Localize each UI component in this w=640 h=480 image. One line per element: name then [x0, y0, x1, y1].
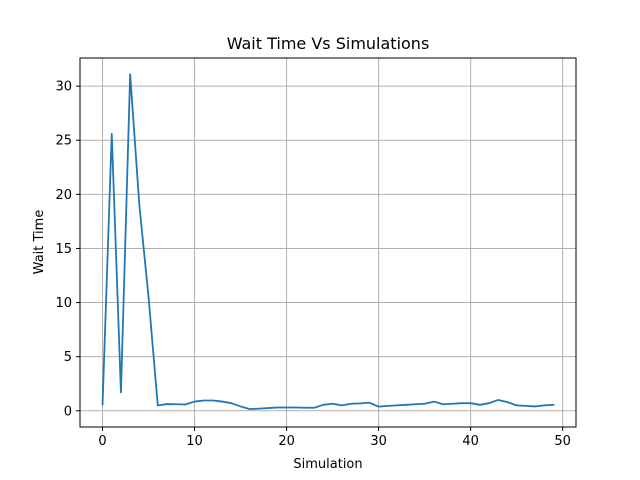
grid-lines — [80, 58, 576, 427]
x-tick-label: 50 — [554, 434, 571, 449]
y-axis-label: Wait Time — [32, 210, 47, 275]
y-tick-label: 0 — [64, 404, 72, 419]
x-tick-label: 40 — [462, 434, 479, 449]
y-tick-label: 15 — [55, 242, 72, 257]
x-tick-label: 0 — [98, 434, 106, 449]
axis-ticks: 0 10 20 30 40 50 0 5 10 15 20 25 30 — [55, 80, 570, 449]
chart-title: Wait Time Vs Simulations — [227, 34, 430, 53]
series-line — [101, 73, 555, 411]
y-tick-label: 20 — [55, 188, 72, 203]
y-tick-label: 10 — [55, 296, 72, 311]
y-tick-label: 30 — [55, 80, 72, 95]
x-tick-label: 30 — [370, 434, 387, 449]
x-tick-label: 20 — [278, 434, 295, 449]
x-tick-label: 10 — [186, 434, 203, 449]
y-tick-label: 5 — [64, 350, 72, 365]
series-layer — [101, 73, 555, 411]
y-tick-label: 25 — [55, 134, 72, 149]
x-axis-label: Simulation — [293, 457, 362, 472]
plot-frame — [79, 57, 577, 428]
